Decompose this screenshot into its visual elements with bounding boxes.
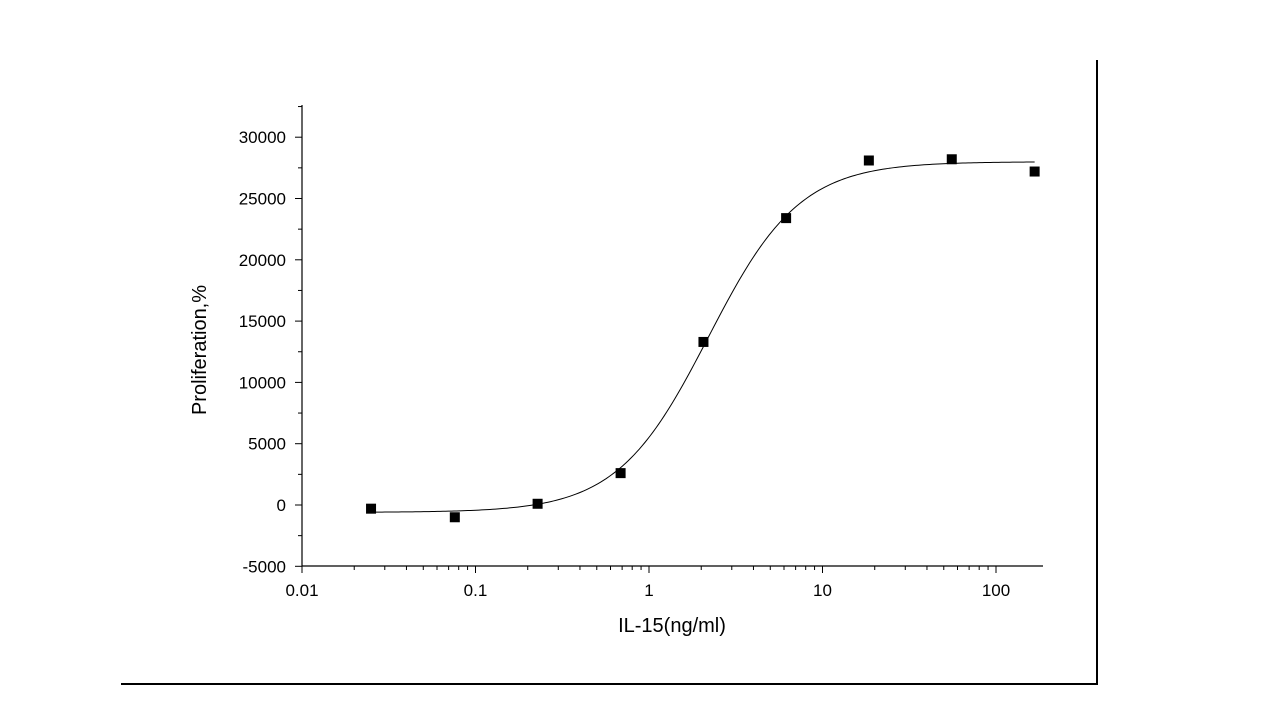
data-point	[698, 336, 709, 347]
data-point	[781, 213, 792, 224]
x-tick-label: 0.01	[285, 581, 318, 600]
x-axis-title: IL-15(ng/ml)	[618, 615, 726, 637]
data-point	[615, 468, 626, 479]
fit-curve-group	[371, 161, 1035, 513]
data-point	[863, 155, 874, 166]
y-tick-label: 25000	[239, 190, 286, 209]
data-point	[946, 154, 957, 165]
fit-curve	[371, 161, 1035, 513]
y-tick-label: 10000	[239, 373, 286, 392]
data-point	[366, 503, 377, 514]
y-tick-label: -5000	[243, 557, 286, 576]
data-point	[1029, 166, 1040, 177]
y-tick-label: 15000	[239, 312, 286, 331]
y-axis-title: Proliferation,%	[189, 285, 211, 415]
y-tick-label: 30000	[239, 128, 286, 147]
y-tick-label: 20000	[239, 251, 286, 270]
x-tick-label: 100	[982, 581, 1010, 600]
x-tick-label: 0.1	[464, 581, 488, 600]
data-points	[366, 154, 1040, 523]
x-tick-label: 1	[644, 581, 653, 600]
y-tick-label: 0	[277, 496, 286, 515]
data-point	[449, 512, 460, 523]
y-tick-label: 5000	[248, 435, 286, 454]
y-ticks: -5000 0 5000 10000 15000 20000 25000 30000	[239, 106, 302, 576]
data-point	[532, 498, 543, 509]
x-tick-label: 10	[813, 581, 832, 600]
x-ticks: 0.01 0.1 1 10 100	[285, 566, 1010, 600]
